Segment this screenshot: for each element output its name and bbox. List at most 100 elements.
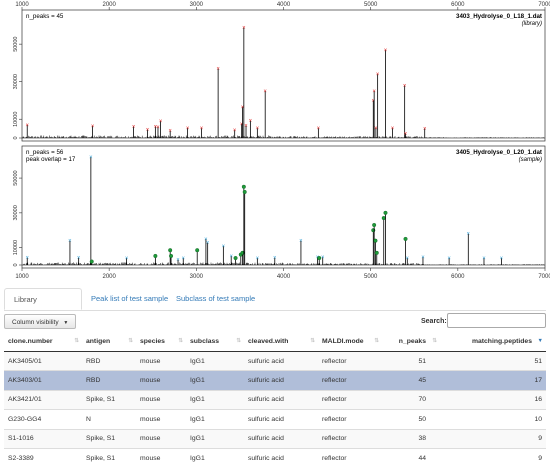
cell-matching-peptides: 9 bbox=[440, 448, 546, 467]
sample-peak-marker: × bbox=[482, 256, 486, 262]
cell-subclass: IgG1 bbox=[186, 390, 244, 409]
y-tick-label: 10000 bbox=[13, 112, 19, 127]
library-peak-marker: × bbox=[404, 131, 408, 137]
column-header-matching-peptides[interactable]: matching.peptides▼ bbox=[440, 332, 546, 352]
cell-clone-number: AK3421/01 bbox=[4, 390, 82, 409]
cell-subclass: IgG1 bbox=[186, 371, 244, 390]
sort-icon: ⇅ bbox=[310, 338, 315, 344]
cell-matching-peptides: 17 bbox=[440, 371, 546, 390]
tab-library-comparison[interactable]: Library comparison bbox=[4, 288, 82, 310]
y-tick-label: 10000 bbox=[13, 240, 19, 255]
library-peak-marker: × bbox=[146, 128, 150, 134]
sort-icon: ⇅ bbox=[374, 338, 379, 344]
library-peak-marker: × bbox=[372, 89, 376, 95]
tab-peak-list[interactable]: Peak list of test sample bbox=[82, 288, 177, 309]
sort-icon: ⇅ bbox=[128, 338, 133, 344]
tab-subclass[interactable]: Subclass of test sample bbox=[167, 288, 264, 309]
library-peak-marker: × bbox=[423, 126, 427, 132]
column-header-subclass[interactable]: subclass⇅ bbox=[186, 332, 244, 352]
cell-cleaved-with: sulfuric acid bbox=[244, 371, 318, 390]
sort-icon: ⇅ bbox=[236, 338, 241, 344]
x-tick-label: 2000 bbox=[102, 274, 116, 280]
cell-maldi-mode: reflector bbox=[318, 410, 382, 429]
sample-peak-marker: × bbox=[125, 256, 129, 262]
sample-spectrum-panel: 0100003000050000××××××××××××××××××××××n_… bbox=[13, 146, 545, 268]
matching-peak-marker bbox=[234, 256, 238, 260]
matching-peak-marker bbox=[243, 190, 247, 194]
cell-cleaved-with: sulfuric acid bbox=[244, 390, 318, 409]
library-peak-marker: × bbox=[168, 129, 172, 135]
y-tick-label: 0 bbox=[13, 136, 19, 139]
column-header-cleaved-with[interactable]: cleaved.with⇅ bbox=[244, 332, 318, 352]
sample-peak-marker: × bbox=[229, 254, 233, 260]
cell-cleaved-with: sulfuric acid bbox=[244, 448, 318, 467]
sample-peak-marker: × bbox=[406, 256, 410, 262]
sort-icon: ⇅ bbox=[432, 338, 437, 344]
cell-antigen: Spike, S1 bbox=[82, 390, 136, 409]
library-peak-marker: × bbox=[91, 124, 95, 130]
cell-species: mouse bbox=[136, 371, 186, 390]
column-visibility-button[interactable]: Column visibility ▼ bbox=[4, 314, 76, 329]
library-peak-marker: × bbox=[216, 67, 220, 73]
column-visibility-label: Column visibility bbox=[12, 319, 59, 326]
cell-antigen: RBD bbox=[82, 352, 136, 371]
column-header-species[interactable]: species⇅ bbox=[136, 332, 186, 352]
library-peak-marker: × bbox=[403, 83, 407, 89]
search-input[interactable] bbox=[447, 313, 546, 328]
cell-antigen: Spike, S1 bbox=[82, 429, 136, 448]
cell-n-peaks: 38 bbox=[382, 429, 440, 448]
baseline-noise bbox=[23, 262, 544, 265]
library-peak-marker: × bbox=[156, 125, 160, 131]
x-tick-label: 5000 bbox=[364, 274, 378, 280]
library-peak-marker: × bbox=[256, 126, 260, 132]
plot-frame bbox=[22, 146, 545, 268]
search-label: Search: bbox=[421, 315, 447, 328]
column-header-antigen[interactable]: antigen⇅ bbox=[82, 332, 136, 352]
cell-n-peaks: 50 bbox=[382, 410, 440, 429]
spectrum-subtitle: (sample) bbox=[519, 157, 542, 163]
x-tick-label: 1000 bbox=[15, 2, 29, 8]
sort-icon: ⇅ bbox=[74, 338, 79, 344]
cell-species: mouse bbox=[136, 448, 186, 467]
cell-clone-number: G230-GG4 bbox=[4, 410, 82, 429]
spectrum-title: 3403_Hydrolyse_0_L18_1.dat bbox=[456, 13, 542, 20]
library-peak-marker: × bbox=[25, 123, 29, 129]
matching-peak-marker bbox=[374, 239, 378, 243]
cell-subclass: IgG1 bbox=[186, 352, 244, 371]
sort-desc-icon: ▼ bbox=[538, 338, 543, 344]
cell-maldi-mode: reflector bbox=[318, 390, 382, 409]
sample-peak-marker: × bbox=[25, 256, 29, 262]
library-spectrum-panel: 0100003000050000××××××××××××××××××××××××… bbox=[13, 10, 545, 141]
matching-peak-marker bbox=[195, 248, 199, 252]
y-tick-label: 50000 bbox=[13, 170, 19, 185]
cell-cleaved-with: sulfuric acid bbox=[244, 429, 318, 448]
cell-cleaved-with: sulfuric acid bbox=[244, 352, 318, 371]
library-peak-marker: × bbox=[186, 126, 190, 132]
library-peak-marker: × bbox=[249, 119, 253, 125]
caret-down-icon: ▼ bbox=[63, 320, 68, 326]
matching-peak-marker bbox=[372, 223, 376, 227]
matching-peak-marker bbox=[384, 211, 388, 215]
library-peak-marker: × bbox=[391, 126, 395, 132]
sample-peak-marker: × bbox=[68, 239, 72, 245]
library-peak-marker: × bbox=[132, 124, 136, 130]
column-header-n-peaks[interactable]: n_peaks⇅ bbox=[382, 332, 440, 352]
column-header-maldi-mode[interactable]: MALDI.mode⇅ bbox=[318, 332, 382, 352]
cell-maldi-mode: reflector bbox=[318, 429, 382, 448]
cell-species: mouse bbox=[136, 352, 186, 371]
library-peak-marker: × bbox=[242, 25, 246, 31]
column-header-clone-number[interactable]: clone.number⇅ bbox=[4, 332, 82, 352]
matching-peak-marker bbox=[404, 237, 408, 241]
sample-peak-marker: × bbox=[447, 256, 451, 262]
cell-antigen: RBD bbox=[82, 371, 136, 390]
cell-clone-number: S1-1016 bbox=[4, 429, 82, 448]
cell-matching-peptides: 9 bbox=[440, 429, 546, 448]
